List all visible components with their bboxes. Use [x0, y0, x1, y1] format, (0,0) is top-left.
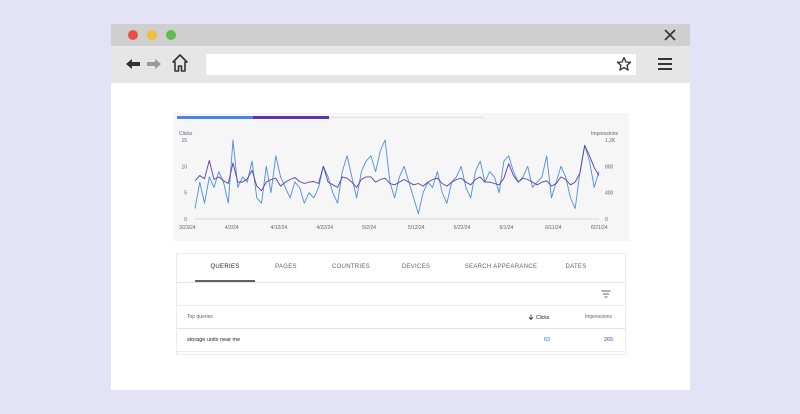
column-header-top-queries[interactable]: Top queries	[187, 314, 213, 320]
sort-down-arrow-icon	[528, 314, 534, 320]
y-right-tick-label: 400	[605, 191, 614, 197]
filter-row	[177, 283, 625, 306]
dimensions-table-card: QUERIES PAGES COUNTRIES DEVICES SEARCH A…	[177, 254, 625, 354]
hamburger-menu-icon[interactable]	[657, 57, 673, 71]
table-row[interactable]: storage units near me 63 265	[177, 329, 625, 352]
impressions-cell: 265	[604, 337, 614, 343]
performance-chart-card: Clicks Impressions 15 10 5 0 1.2K 800 400 0 3/…	[173, 113, 629, 241]
tab-countries[interactable]: COUNTRIES	[331, 264, 371, 270]
tab-pages[interactable]: PAGES	[275, 264, 297, 270]
column-header-clicks[interactable]: Clicks	[528, 314, 549, 321]
browser-window: Clicks Impressions 15 10 5 0 1.2K 800 400 0 3/…	[111, 24, 690, 390]
y-right-tick-label: 0	[605, 217, 608, 223]
impressions-series-line	[194, 144, 600, 192]
forward-arrow-icon[interactable]	[146, 58, 162, 70]
x-tick-label: 5/12/24	[408, 225, 425, 231]
x-tick-label: 4/12/24	[271, 225, 288, 231]
home-icon[interactable]	[172, 54, 188, 72]
y-right-tick-label: 800	[605, 164, 614, 170]
impressions-metric-tab[interactable]	[253, 116, 329, 119]
x-tick-label: 5/22/24	[454, 225, 471, 231]
left-axis-title: Clicks	[179, 131, 193, 137]
title-bar	[111, 24, 690, 46]
right-axis-title: Impressions	[591, 131, 618, 137]
browser-toolbar	[111, 46, 690, 83]
query-cell: storage units near me	[187, 337, 241, 343]
tab-queries[interactable]: QUERIES	[210, 264, 240, 270]
back-arrow-icon[interactable]	[125, 58, 141, 70]
close-icon[interactable]	[662, 27, 678, 43]
tab-search-appearance[interactable]: SEARCH APPEARANCE	[464, 264, 538, 270]
clicks-metric-tab[interactable]	[177, 116, 253, 119]
column-header-impressions[interactable]: Impressions	[585, 314, 612, 320]
clicks-series-line	[194, 139, 600, 215]
address-bar[interactable]	[206, 54, 636, 75]
dimension-tabs: QUERIES PAGES COUNTRIES DEVICES SEARCH A…	[177, 254, 625, 283]
x-tick-label: 5/2/24	[362, 225, 376, 231]
y-left-tick-label: 0	[184, 217, 187, 223]
x-tick-label: 6/1/24	[499, 225, 513, 231]
clicks-header-label: Clicks	[536, 315, 550, 321]
clicks-impressions-chart: Clicks Impressions 15 10 5 0 1.2K 800 400 0 3/…	[179, 131, 619, 231]
metric-tabs-track	[329, 117, 483, 118]
x-tick-label: 4/22/24	[316, 225, 333, 231]
y-left-tick-label: 15	[181, 138, 187, 144]
zoom-window-button[interactable]	[166, 30, 176, 40]
tab-dates[interactable]: DATES	[565, 264, 587, 270]
clicks-cell: 63	[544, 337, 551, 343]
active-tab-indicator	[195, 280, 255, 282]
filter-icon[interactable]	[601, 290, 611, 298]
x-tick-label: 6/21/24	[591, 225, 608, 231]
tab-devices[interactable]: DEVICES	[401, 264, 431, 270]
x-tick-label: 3/23/24	[179, 225, 196, 231]
y-left-tick-label: 5	[184, 191, 187, 197]
y-right-tick-label: 1.2K	[605, 138, 616, 144]
minimize-window-button[interactable]	[147, 30, 157, 40]
x-tick-label: 4/2/24	[225, 225, 239, 231]
close-window-button[interactable]	[128, 30, 138, 40]
table-header-row: Top queries Clicks Impressions	[177, 306, 625, 329]
y-left-tick-label: 10	[181, 164, 187, 170]
star-icon[interactable]	[616, 56, 632, 72]
x-tick-label: 6/11/24	[545, 225, 562, 231]
